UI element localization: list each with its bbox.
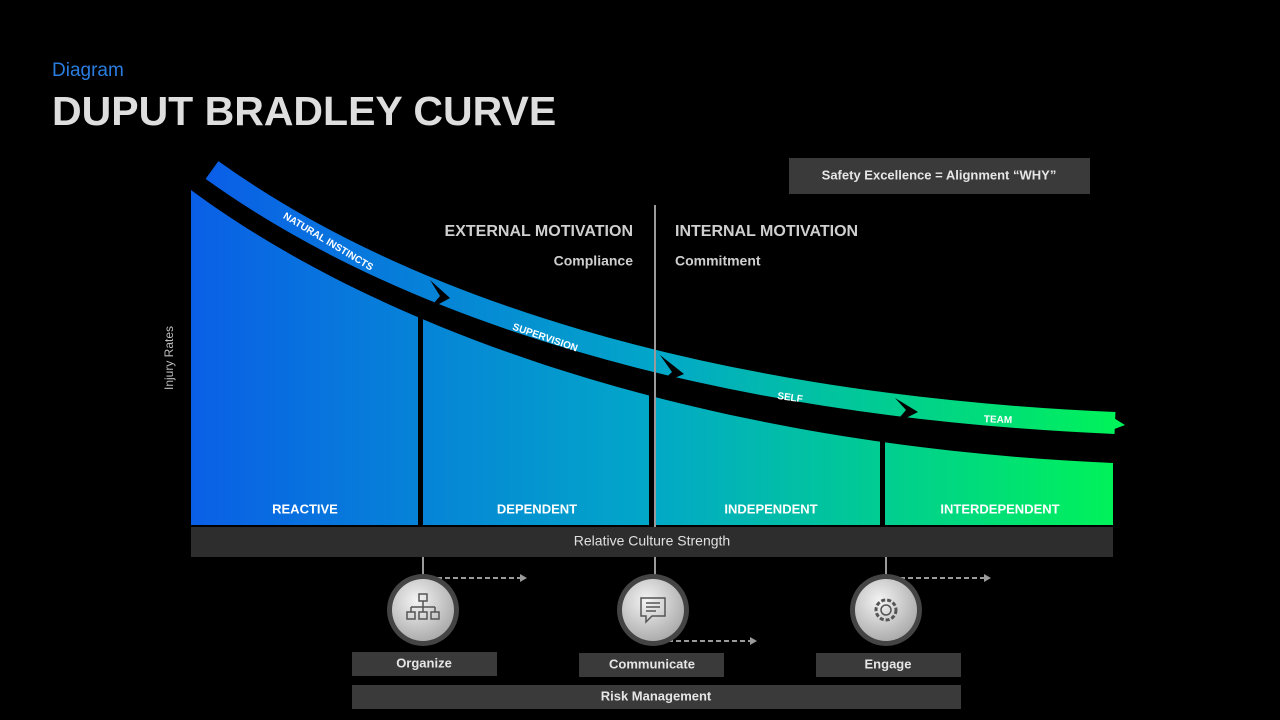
- motivation-subtitle: Compliance: [554, 253, 634, 269]
- motivation-title: INTERNAL MOTIVATION: [675, 223, 858, 240]
- action-label: Organize: [396, 655, 452, 670]
- arrow-head: [1104, 412, 1125, 433]
- chevrons: [428, 280, 918, 424]
- arrow-band: [205, 161, 1116, 434]
- icons: [406, 593, 898, 624]
- footer-box: [352, 685, 961, 709]
- callout: Safety Excellence = Alignment “WHY”: [822, 167, 1057, 182]
- motivation-title: EXTERNAL MOTIVATION: [445, 223, 633, 240]
- x-axis-label: Relative Culture Strength: [574, 533, 730, 549]
- arrow-label: TEAM: [984, 414, 1013, 426]
- stage-label: DEPENDENT: [497, 501, 577, 516]
- action-label: Engage: [865, 656, 912, 671]
- icon-circles: [387, 574, 922, 646]
- title: DUPUT BRADLEY CURVE: [52, 88, 556, 134]
- dash-arrowheads: [520, 574, 991, 645]
- x-axis-bar: [191, 527, 1113, 557]
- arrow-label: SELF: [777, 391, 804, 405]
- stage-label: REACTIVE: [272, 501, 338, 516]
- callout-box: [789, 158, 1090, 194]
- action-box: [816, 653, 961, 677]
- subtitle: Diagram: [52, 60, 124, 81]
- separators: [418, 300, 885, 526]
- footer-label: Risk Management: [601, 688, 712, 703]
- stage-label: INDEPENDENT: [724, 501, 817, 516]
- action-label: Communicate: [609, 656, 695, 671]
- motivation-subtitle: Commitment: [675, 253, 761, 269]
- action-box: [352, 652, 497, 676]
- action-box: [579, 653, 724, 677]
- y-axis-label: Injury Rates: [162, 326, 176, 390]
- stage-label: INTERDEPENDENT: [940, 501, 1059, 516]
